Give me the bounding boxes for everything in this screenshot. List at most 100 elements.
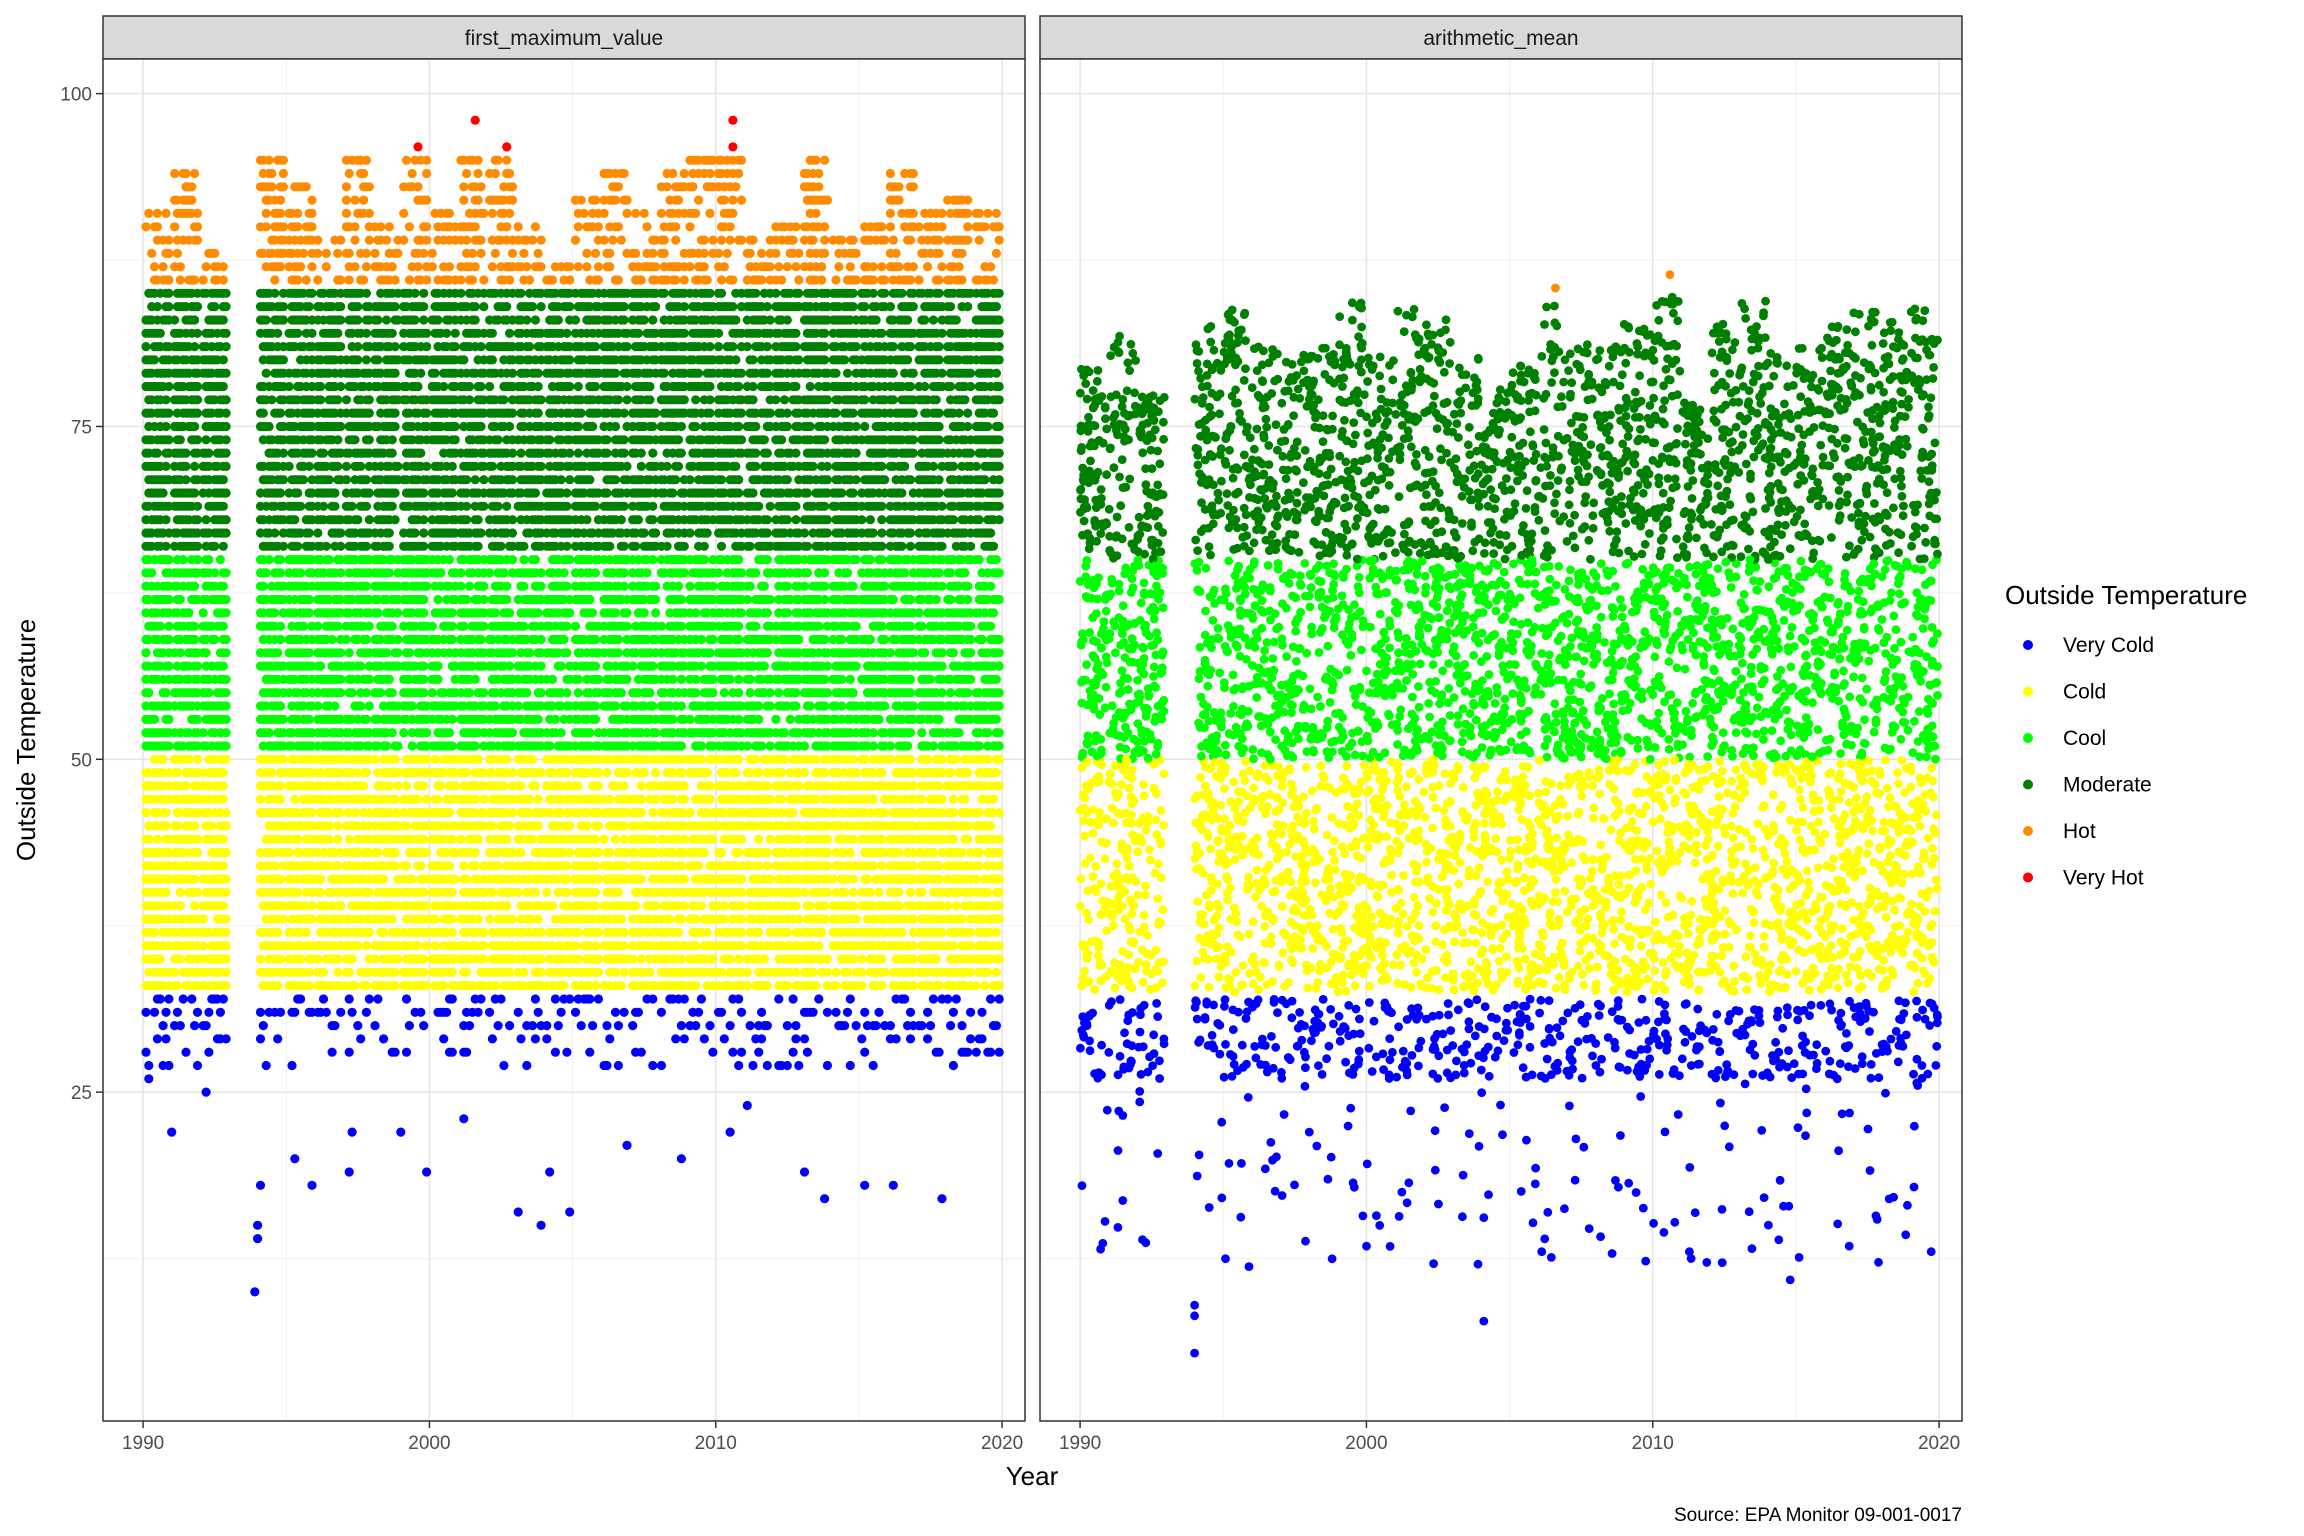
data-point — [164, 408, 174, 418]
data-point — [192, 435, 203, 445]
data-point — [158, 262, 168, 272]
data-point — [536, 927, 546, 938]
data-point — [192, 395, 203, 405]
data-point — [192, 661, 203, 671]
data-point — [361, 355, 371, 365]
data-point — [275, 701, 286, 711]
data-point — [181, 475, 191, 485]
data-point — [187, 182, 197, 192]
data-point — [399, 208, 409, 218]
data-point — [304, 302, 314, 312]
data-point — [307, 901, 317, 911]
data-point — [218, 621, 228, 631]
data-point — [344, 168, 354, 179]
data-point — [304, 967, 314, 977]
data-point — [459, 195, 469, 205]
data-point — [261, 208, 271, 218]
data-point — [470, 262, 480, 272]
data-point — [218, 768, 228, 778]
data-point — [149, 1007, 160, 1017]
data-point — [304, 528, 314, 538]
data-point — [507, 728, 518, 738]
data-point — [470, 475, 480, 485]
data-point — [393, 608, 403, 618]
data-point — [344, 834, 354, 844]
data-point — [387, 501, 397, 511]
data-point — [393, 248, 403, 258]
data-point — [198, 728, 208, 738]
data-point — [364, 621, 374, 631]
data-point — [422, 275, 432, 285]
data-point — [190, 581, 200, 591]
data-point — [390, 368, 400, 378]
data-point — [353, 302, 363, 312]
data-point — [533, 248, 543, 258]
data-point — [516, 847, 526, 858]
data-point — [476, 182, 486, 192]
data-point — [444, 861, 455, 871]
data-point — [450, 421, 460, 432]
data-point — [221, 408, 231, 418]
data-point — [479, 475, 489, 485]
data-point — [533, 368, 543, 378]
data-point — [221, 528, 231, 538]
data-point — [536, 688, 546, 698]
data-point — [221, 421, 231, 432]
data-point — [530, 555, 541, 565]
data-point — [507, 528, 518, 538]
data-point — [218, 794, 228, 804]
data-point — [379, 1034, 389, 1044]
data-point — [261, 315, 271, 325]
data-point — [321, 262, 331, 272]
data-point — [327, 634, 337, 645]
data-point — [304, 648, 314, 658]
data-point — [525, 648, 535, 658]
data-point — [152, 222, 162, 232]
data-point — [447, 621, 457, 631]
data-point — [307, 222, 317, 232]
data-point — [221, 954, 231, 964]
data-point — [384, 528, 394, 538]
data-point — [390, 342, 400, 352]
data-point — [479, 208, 489, 218]
data-point — [275, 262, 286, 272]
data-point — [318, 448, 329, 458]
data-point — [407, 701, 417, 711]
data-point — [485, 568, 495, 578]
data-point — [447, 914, 457, 924]
data-point — [324, 555, 334, 565]
data-point — [422, 728, 432, 738]
data-point — [384, 674, 394, 685]
data-point — [470, 674, 480, 685]
data-point — [533, 794, 543, 804]
data-point — [218, 581, 228, 591]
data-point — [519, 581, 529, 591]
data-point — [275, 874, 286, 884]
data-point — [490, 608, 500, 618]
data-point — [304, 981, 314, 991]
data-point — [218, 861, 228, 871]
data-point — [258, 408, 268, 418]
data-point — [218, 781, 228, 791]
data-point — [333, 861, 343, 871]
data-point — [221, 435, 231, 445]
data-point — [361, 768, 371, 778]
data-point — [296, 501, 306, 511]
data-point — [161, 688, 171, 698]
data-point — [479, 941, 489, 951]
data-point — [152, 208, 162, 218]
data-point — [164, 1060, 174, 1071]
data-point — [533, 1007, 543, 1017]
data-point — [373, 355, 383, 365]
data-point — [462, 235, 472, 245]
data-point — [361, 581, 371, 591]
data-point — [221, 488, 231, 498]
data-point — [161, 887, 171, 898]
data-point — [470, 741, 480, 751]
data-point — [419, 594, 429, 605]
data-point — [190, 634, 200, 645]
data-point — [361, 981, 371, 991]
data-point — [387, 328, 397, 338]
data-point — [333, 395, 343, 405]
data-point — [278, 155, 288, 165]
